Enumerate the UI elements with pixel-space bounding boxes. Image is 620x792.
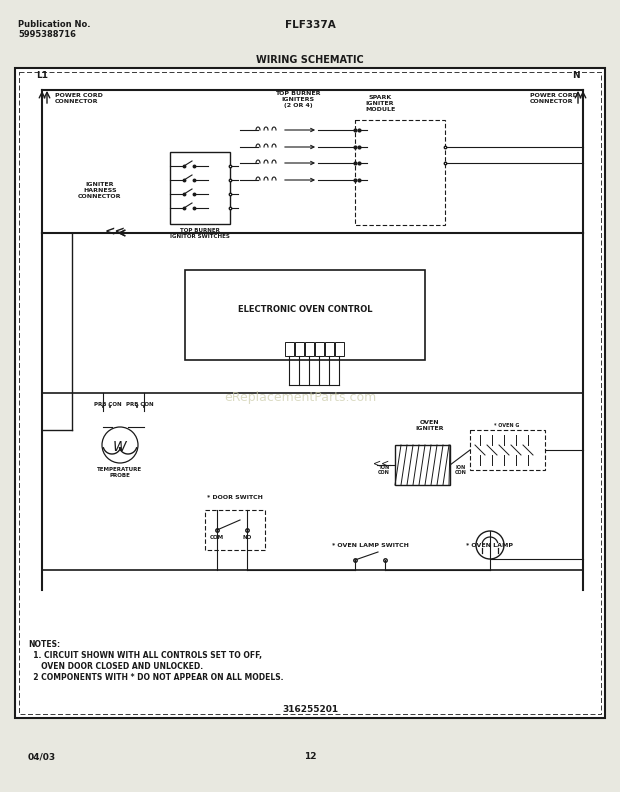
Text: * DOOR SWITCH: * DOOR SWITCH (207, 495, 263, 500)
Bar (355, 120, 445, 225)
Text: POWER CORD
CONNECTOR: POWER CORD CONNECTOR (530, 93, 578, 105)
Text: TOP BURNER
IGNITERS
(2 OR 4): TOP BURNER IGNITERS (2 OR 4) (275, 91, 321, 109)
Bar (470, 430, 545, 470)
Text: <<: << (373, 459, 389, 469)
Bar (285, 342, 294, 356)
Bar (15, 68, 605, 718)
Text: ION
CON: ION CON (378, 465, 390, 475)
Text: eReplacementParts.com: eReplacementParts.com (224, 390, 376, 403)
Text: POWER CORD
CONNECTOR: POWER CORD CONNECTOR (55, 93, 103, 105)
Text: IGNITER
HARNESS
CONNECTOR: IGNITER HARNESS CONNECTOR (78, 182, 122, 200)
Text: WIRING SCHEMATIC: WIRING SCHEMATIC (256, 55, 364, 65)
Text: PRB CON: PRB CON (126, 402, 154, 407)
Text: FLF337A: FLF337A (285, 20, 335, 30)
Bar (305, 342, 314, 356)
Bar (335, 342, 344, 356)
Text: 1. CIRCUIT SHOWN WITH ALL CONTROLS SET TO OFF,: 1. CIRCUIT SHOWN WITH ALL CONTROLS SET T… (28, 651, 262, 660)
Text: 12: 12 (304, 752, 316, 761)
Text: * OVEN LAMP SWITCH: * OVEN LAMP SWITCH (332, 543, 409, 548)
Text: Publication No.: Publication No. (18, 20, 91, 29)
Text: 04/03: 04/03 (28, 752, 56, 761)
Text: ELECTRONIC OVEN CONTROL: ELECTRONIC OVEN CONTROL (237, 306, 372, 314)
Text: L1: L1 (36, 71, 48, 80)
Text: TEMPERATURE
PROBE: TEMPERATURE PROBE (97, 467, 143, 478)
Text: ION
CON: ION CON (455, 465, 467, 475)
Bar (170, 152, 230, 224)
Text: TOP BURNER
IGNITOR SWITCHES: TOP BURNER IGNITOR SWITCHES (170, 228, 230, 239)
Bar (325, 342, 334, 356)
Bar (185, 270, 425, 360)
Bar (315, 342, 324, 356)
Bar (295, 342, 304, 356)
Text: COM: COM (210, 535, 224, 540)
Bar (205, 510, 265, 550)
Text: 5995388716: 5995388716 (18, 30, 76, 39)
Text: * OVEN G: * OVEN G (494, 423, 520, 428)
Text: NOTES:: NOTES: (28, 640, 60, 649)
Bar (395, 445, 450, 485)
Text: PRB CON: PRB CON (94, 402, 122, 407)
Text: * OVEN LAMP: * OVEN LAMP (466, 543, 513, 548)
Text: W: W (113, 440, 127, 454)
Text: <<: << (105, 226, 126, 238)
Text: N: N (572, 71, 580, 80)
Text: OVEN
IGNITER: OVEN IGNITER (416, 420, 445, 431)
Text: NO: NO (242, 535, 252, 540)
Text: 2 COMPONENTS WITH * DO NOT APPEAR ON ALL MODELS.: 2 COMPONENTS WITH * DO NOT APPEAR ON ALL… (28, 673, 283, 682)
Bar (19, 72, 601, 714)
Text: 316255201: 316255201 (282, 705, 338, 714)
Text: SPARK
IGNITER
MODULE: SPARK IGNITER MODULE (365, 95, 395, 112)
Text: OVEN DOOR CLOSED AND UNLOCKED.: OVEN DOOR CLOSED AND UNLOCKED. (28, 662, 203, 671)
